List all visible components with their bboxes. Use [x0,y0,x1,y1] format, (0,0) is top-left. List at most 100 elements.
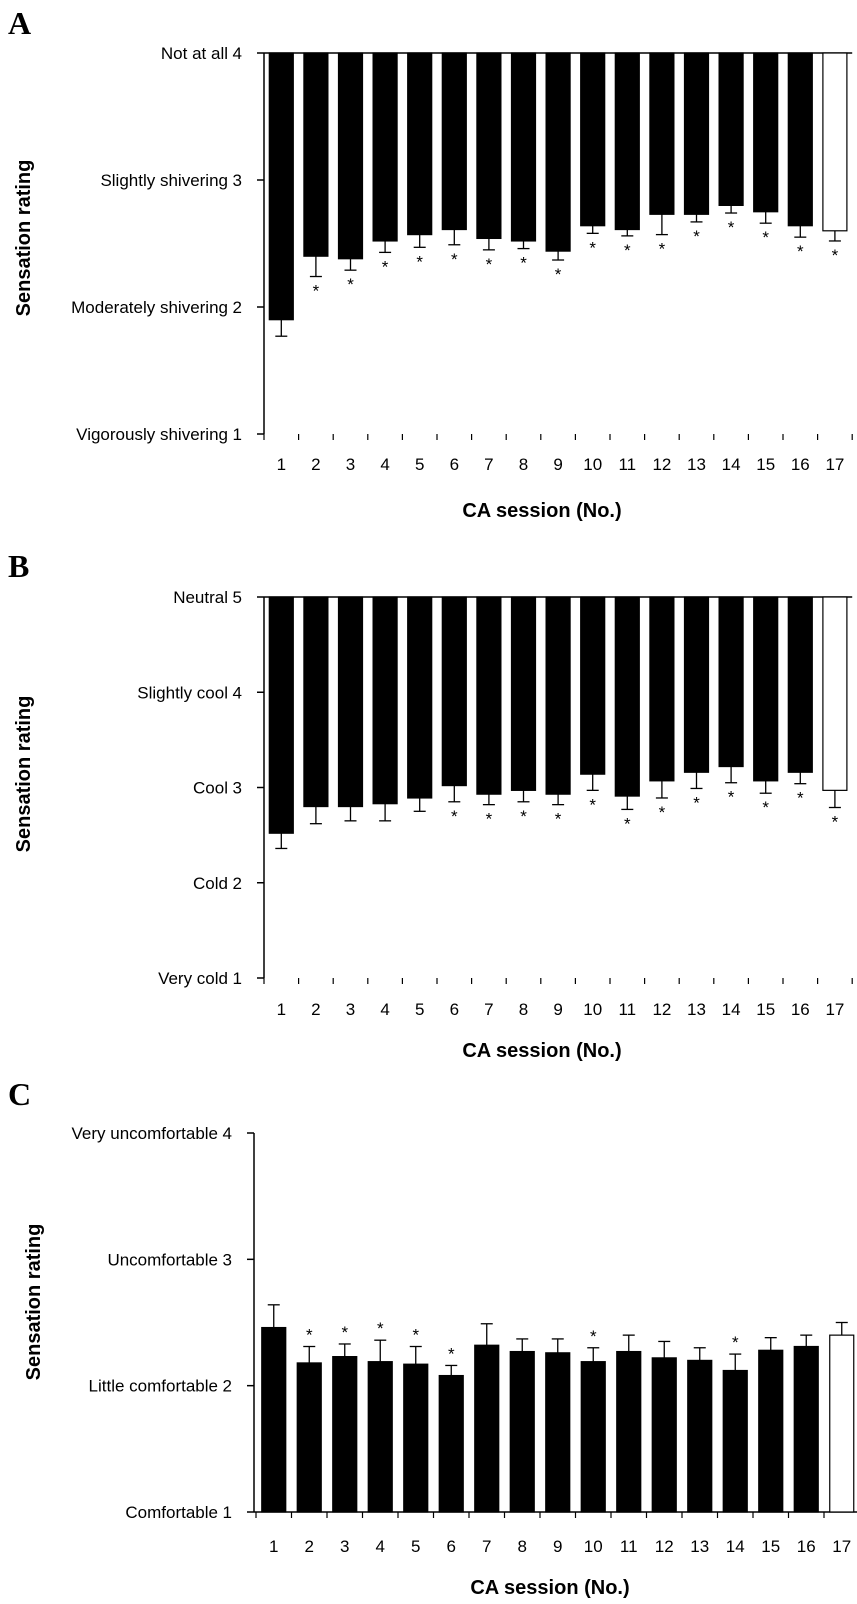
x-tick-label: 10 [584,1537,603,1556]
x-tick-label: 13 [690,1537,709,1556]
y-tick-number: 4 [223,1124,232,1143]
significance-marker: * [832,813,839,832]
bar [441,52,467,231]
bar [580,596,606,775]
x-tick-label: 17 [825,1000,844,1019]
x-tick-label: 6 [450,1000,459,1019]
bar [614,52,640,231]
bar [649,596,675,782]
x-tick-label: 8 [519,1000,528,1019]
y-tick-label: Very cold [158,969,228,988]
x-tick-label: 7 [482,1537,491,1556]
x-tick-label: 11 [620,1537,638,1556]
significance-marker: * [486,810,493,829]
y-tick-label: Vigorously shivering [76,425,228,444]
bar [753,52,779,213]
significance-marker: * [732,1333,739,1352]
x-tick-label: 12 [655,1537,674,1556]
significance-marker: * [486,255,493,274]
panel-a-ylabel: Sensation rating [13,160,35,317]
bar [407,596,433,799]
panel-b-plot: 5 Neutral 4 Slightly cool 3 Cool 2 Cold 1 Very co… [137,588,853,1019]
significance-marker: * [659,240,666,259]
y-tick-label: Moderately shivering [71,298,228,317]
x-tick-label: 4 [380,455,389,474]
x-tick-label: 15 [756,455,775,474]
panel-a: A Sensation rating CA session (No.) 4 Not… [8,5,853,522]
significance-marker: * [382,257,389,276]
x-tick-label: 4 [380,1000,389,1019]
significance-marker: * [555,810,562,829]
x-tick-label: 11 [618,455,636,474]
x-tick-label: 12 [652,455,671,474]
x-tick-label: 9 [553,1537,562,1556]
significance-marker: * [762,798,769,817]
y-tick-label: Little comfortable [89,1377,218,1396]
y-tick-label: Very uncomfortable [72,1124,218,1143]
bar [296,1362,322,1513]
panel-a-xlabel: CA session (No.) [462,500,621,522]
x-tick-label: 7 [484,1000,493,1019]
significance-marker: * [590,1327,597,1346]
x-tick-label: 8 [518,1537,527,1556]
x-tick-label: 3 [346,1000,355,1019]
bar [822,596,848,791]
x-tick-label: 15 [756,1000,775,1019]
bar [509,1350,535,1513]
x-tick-label: 11 [618,1000,636,1019]
significance-marker: * [624,241,631,260]
significance-marker: * [589,238,596,257]
x-tick-label: 16 [791,1000,810,1019]
bar [474,1344,500,1513]
x-tick-label: 2 [305,1537,314,1556]
bar [722,1369,748,1513]
y-tick-number: 4 [233,683,242,702]
x-tick-label: 6 [447,1537,456,1556]
bar [268,596,294,834]
x-tick-label: 5 [415,1000,424,1019]
significance-marker: * [728,218,735,237]
x-tick-label: 13 [687,455,706,474]
x-tick-label: 5 [415,455,424,474]
significance-marker: * [589,795,596,814]
y-tick-label: Neutral [173,588,228,607]
bar [787,596,813,773]
bar [261,1326,287,1513]
bar [545,52,571,252]
bar [614,596,640,797]
x-tick-label: 15 [761,1537,780,1556]
bar [337,52,364,260]
y-tick-label: Uncomfortable [107,1250,218,1269]
x-tick-label: 2 [311,455,320,474]
panel-c-letter: C [8,1076,31,1112]
y-tick-number: 2 [233,298,242,317]
x-tick-label: 17 [825,455,844,474]
bar [367,1361,393,1513]
bar [687,1359,713,1513]
significance-marker: * [797,789,804,808]
y-tick-number: 1 [233,425,242,444]
x-tick-label: 10 [583,455,602,474]
x-tick-label: 10 [583,1000,602,1019]
bar [510,52,537,242]
significance-marker: * [762,228,769,247]
x-tick-label: 1 [277,1000,286,1019]
bar [303,52,329,257]
bar [510,596,537,791]
x-tick-label: 3 [340,1537,349,1556]
bar [683,52,710,215]
panel-a-letter: A [8,5,31,41]
x-tick-label: 8 [519,455,528,474]
y-tick-number: 5 [233,588,242,607]
y-tick-number: 1 [233,969,242,988]
y-tick-label: Not at all [161,44,228,63]
bar [476,52,502,240]
bar [580,1361,606,1513]
x-tick-label: 4 [376,1537,385,1556]
bar [758,1349,784,1513]
panel-b: B Sensation rating CA session (No.) 5 Neu… [8,548,853,1062]
significance-marker: * [451,807,458,826]
y-tick-number: 3 [223,1250,232,1269]
x-tick-label: 7 [484,455,493,474]
